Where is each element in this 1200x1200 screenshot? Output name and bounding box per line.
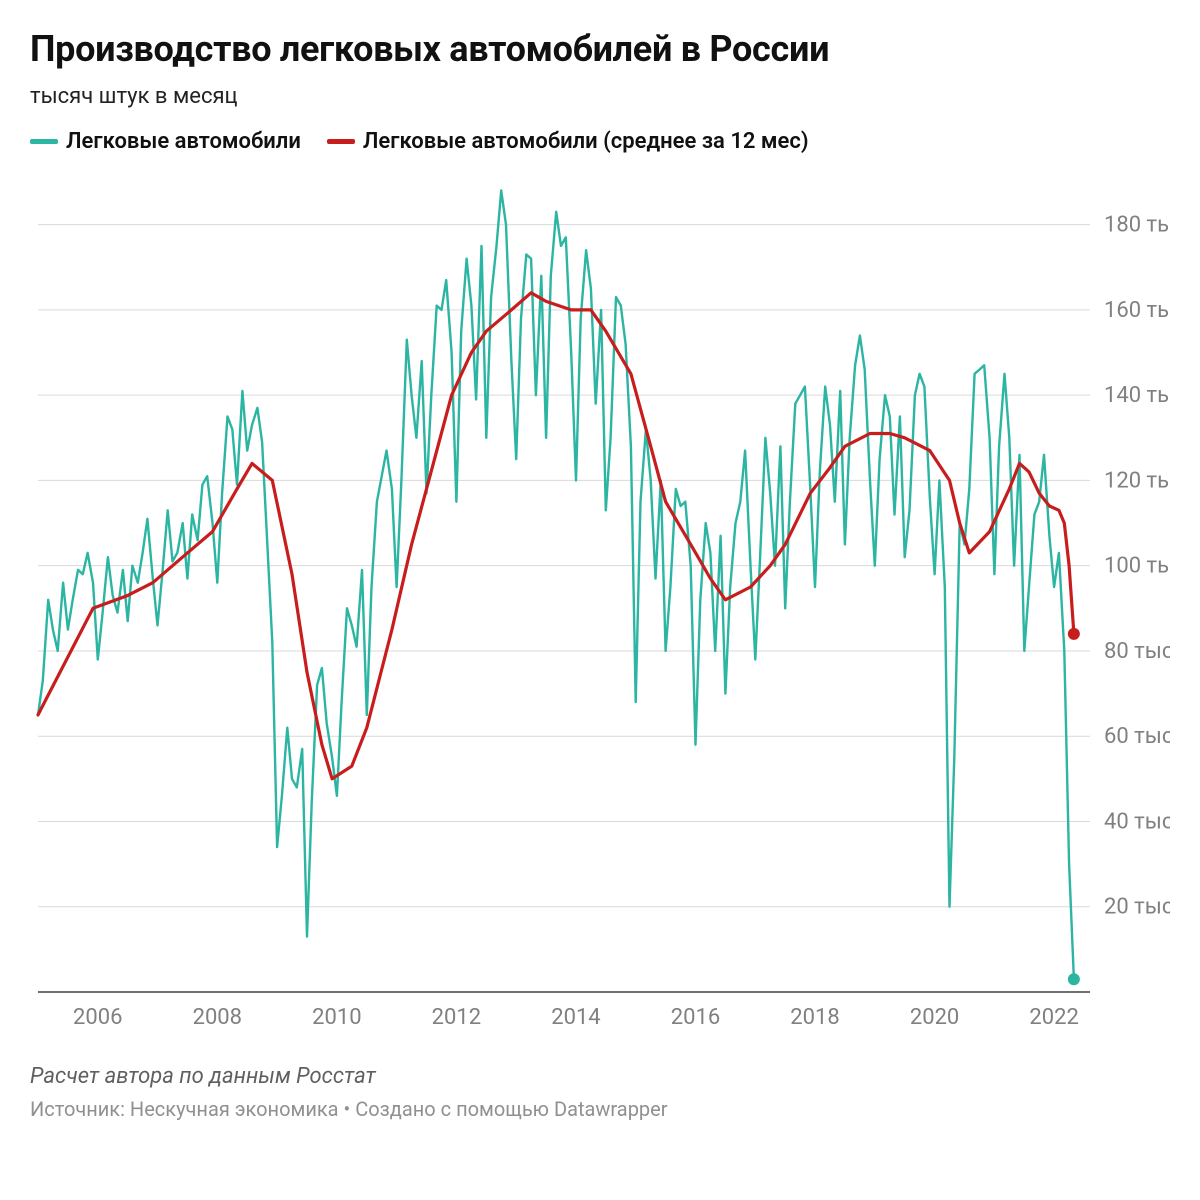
legend-label-raw: Легковые автомобили xyxy=(66,129,301,154)
legend-swatch-avg xyxy=(327,139,355,144)
legend: Легковые автомобили Легковые автомобили … xyxy=(30,129,1170,154)
chart-svg: 20 тыс 40 тыс 60 тыс 80 тыс 100 тыс 120 тыс 14… xyxy=(30,172,1170,1042)
chart-subtitle: тысяч штук в месяц xyxy=(30,84,1170,109)
svg-text:40 тыс: 40 тыс xyxy=(1104,809,1170,834)
svg-text:20 тыс: 20 тыс xyxy=(1104,895,1170,920)
svg-text:60 тыс: 60 тыс xyxy=(1104,724,1170,749)
svg-text:160 тыс: 160 тыс xyxy=(1104,298,1170,323)
legend-item-raw: Легковые автомобили xyxy=(30,129,301,154)
legend-item-avg: Легковые автомобили (среднее за 12 мес) xyxy=(327,129,809,154)
svg-text:140 тыс: 140 тыс xyxy=(1104,383,1170,408)
svg-text:2008: 2008 xyxy=(193,1005,242,1030)
svg-text:2018: 2018 xyxy=(790,1005,839,1030)
legend-label-avg: Легковые автомобили (среднее за 12 мес) xyxy=(363,129,809,154)
chart-title: Производство легковых автомобилей в Росс… xyxy=(30,28,1170,70)
chart-plot: 20 тыс 40 тыс 60 тыс 80 тыс 100 тыс 120 тыс 14… xyxy=(30,172,1170,1042)
svg-text:2020: 2020 xyxy=(910,1005,959,1030)
svg-text:2010: 2010 xyxy=(312,1005,361,1030)
footer: Расчет автора по данным Росстат Источник… xyxy=(30,1064,1170,1121)
legend-swatch-raw xyxy=(30,139,58,144)
svg-text:2022: 2022 xyxy=(1029,1005,1078,1030)
svg-text:2012: 2012 xyxy=(432,1005,481,1030)
svg-text:2006: 2006 xyxy=(73,1005,122,1030)
svg-text:120 тыс: 120 тыс xyxy=(1104,468,1170,493)
chart-container: Производство легковых автомобилей в Росс… xyxy=(0,0,1200,1141)
svg-text:80 тыс: 80 тыс xyxy=(1104,639,1170,664)
svg-text:180 тыс: 180 тыс xyxy=(1104,213,1170,238)
svg-text:100 тыс: 100 тыс xyxy=(1104,554,1170,579)
footer-source: Источник: Нескучная экономика • Создано … xyxy=(30,1097,1170,1121)
footer-note: Расчет автора по данным Росстат xyxy=(30,1064,1170,1089)
svg-text:2014: 2014 xyxy=(551,1005,600,1030)
svg-text:2016: 2016 xyxy=(671,1005,720,1030)
